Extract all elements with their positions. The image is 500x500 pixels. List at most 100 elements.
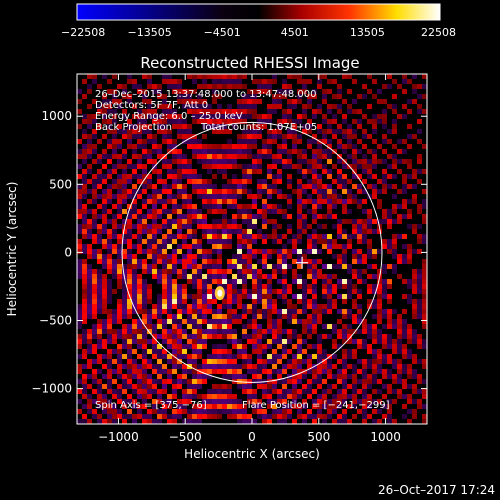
image-pixel <box>337 359 342 364</box>
image-pixel <box>222 314 227 319</box>
image-pixel <box>237 369 242 374</box>
image-pixel <box>392 339 397 344</box>
image-pixel <box>112 409 117 414</box>
image-pixel <box>112 74 117 79</box>
image-pixel <box>162 354 167 359</box>
image-pixel <box>127 369 132 374</box>
image-pixel <box>222 409 227 414</box>
image-pixel <box>197 239 202 244</box>
image-pixel <box>327 249 332 254</box>
image-pixel <box>232 79 237 84</box>
image-pixel <box>122 94 127 99</box>
image-pixel <box>197 244 202 249</box>
image-pixel <box>217 129 222 134</box>
image-pixel <box>77 344 82 349</box>
image-pixel <box>367 334 372 339</box>
image-pixel <box>347 199 352 204</box>
image-pixel <box>172 199 177 204</box>
image-pixel <box>132 149 137 154</box>
image-pixel <box>137 219 142 224</box>
image-pixel <box>167 129 172 134</box>
image-pixel <box>82 229 87 234</box>
image-pixel <box>312 404 317 409</box>
image-pixel <box>147 394 152 399</box>
image-pixel <box>382 189 387 194</box>
image-pixel <box>302 319 307 324</box>
image-pixel <box>277 124 282 129</box>
image-pixel <box>117 184 122 189</box>
image-pixel <box>77 109 82 114</box>
image-pixel <box>172 89 177 94</box>
image-pixel <box>372 364 377 369</box>
image-pixel <box>302 284 307 289</box>
image-pixel <box>252 129 257 134</box>
image-pixel <box>317 334 322 339</box>
image-pixel <box>417 359 422 364</box>
image-pixel <box>307 194 312 199</box>
image-pixel <box>227 414 232 419</box>
image-pixel <box>327 309 332 314</box>
image-pixel <box>422 259 427 264</box>
image-pixel <box>287 74 292 79</box>
image-pixel <box>157 304 162 309</box>
image-pixel <box>337 229 342 234</box>
image-pixel <box>117 234 122 239</box>
image-pixel <box>387 249 392 254</box>
image-pixel <box>372 349 377 354</box>
image-pixel <box>372 79 377 84</box>
image-pixel <box>352 349 357 354</box>
image-pixel <box>122 419 127 424</box>
image-pixel <box>132 369 137 374</box>
image-pixel <box>272 219 277 224</box>
image-pixel <box>212 279 217 284</box>
image-pixel <box>182 169 187 174</box>
image-pixel <box>97 84 102 89</box>
image-pixel <box>187 274 192 279</box>
image-pixel <box>152 244 157 249</box>
image-pixel <box>117 214 122 219</box>
image-pixel <box>107 234 112 239</box>
image-pixel <box>317 339 322 344</box>
image-pixel <box>252 94 257 99</box>
image-pixel <box>162 99 167 104</box>
image-pixel <box>342 99 347 104</box>
image-pixel <box>407 334 412 339</box>
image-pixel <box>377 349 382 354</box>
image-pixel <box>87 234 92 239</box>
image-pixel <box>267 319 272 324</box>
image-pixel <box>252 79 257 84</box>
image-pixel <box>282 109 287 114</box>
image-pixel <box>232 84 237 89</box>
image-pixel <box>232 294 237 299</box>
image-pixel <box>117 279 122 284</box>
image-pixel <box>257 89 262 94</box>
image-pixel <box>182 239 187 244</box>
image-pixel <box>322 364 327 369</box>
image-pixel <box>147 199 152 204</box>
image-pixel <box>202 304 207 309</box>
image-pixel <box>112 404 117 409</box>
image-pixel <box>312 214 317 219</box>
image-pixel <box>157 169 162 174</box>
image-pixel <box>177 259 182 264</box>
image-pixel <box>122 264 127 269</box>
image-pixel <box>252 224 257 229</box>
image-pixel <box>317 304 322 309</box>
image-pixel <box>112 419 117 424</box>
image-pixel <box>377 144 382 149</box>
image-pixel <box>92 269 97 274</box>
image-pixel <box>157 319 162 324</box>
image-pixel <box>262 299 267 304</box>
image-pixel <box>197 194 202 199</box>
image-pixel <box>197 379 202 384</box>
image-pixel <box>347 284 352 289</box>
image-pixel <box>332 354 337 359</box>
image-pixel <box>227 394 232 399</box>
image-pixel <box>82 249 87 254</box>
image-pixel <box>267 289 272 294</box>
image-pixel <box>177 99 182 104</box>
image-pixel <box>147 264 152 269</box>
image-pixel <box>362 399 367 404</box>
image-pixel <box>417 119 422 124</box>
image-pixel <box>242 414 247 419</box>
